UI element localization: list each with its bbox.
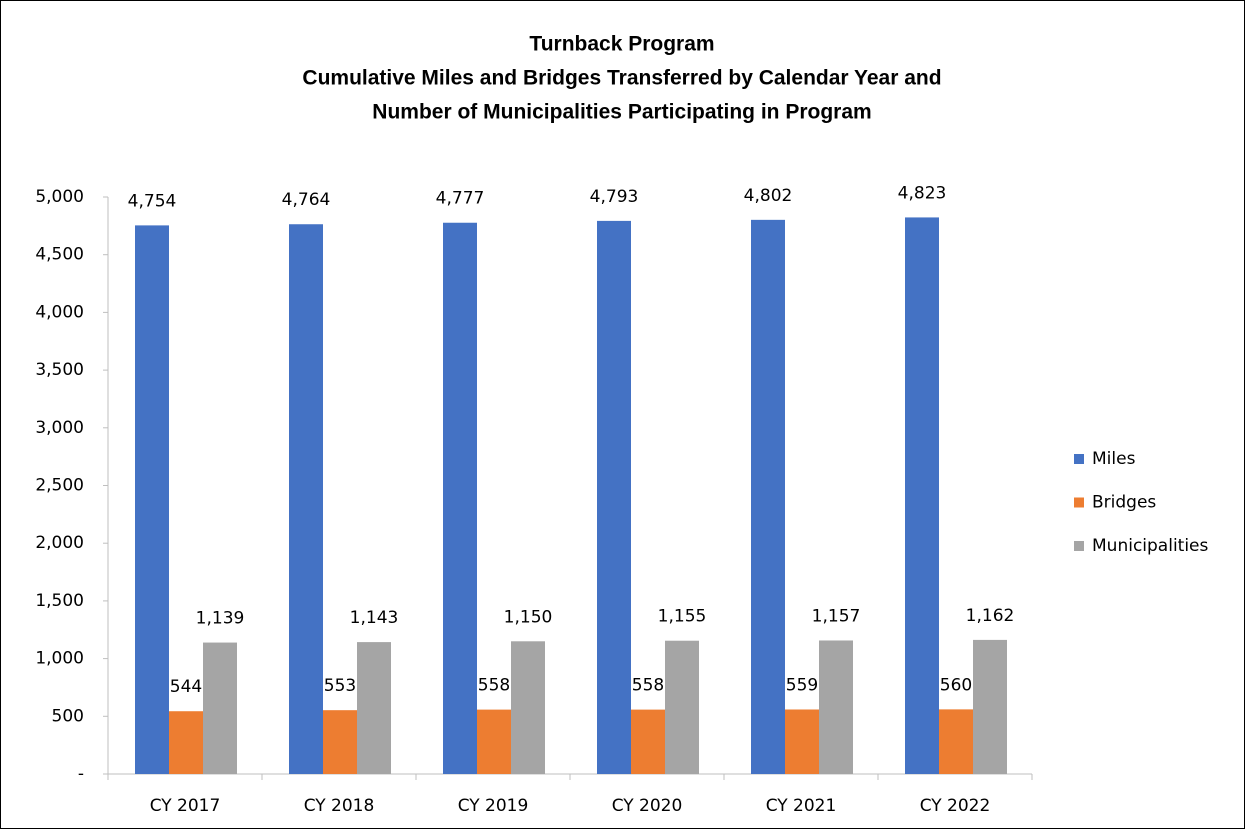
legend-label: Municipalities	[1092, 536, 1209, 556]
bar	[939, 709, 973, 774]
value-label: 4,764	[282, 190, 331, 210]
x-tick-label: CY 2021	[766, 796, 837, 816]
y-tick-label: 3,000	[35, 418, 84, 438]
bar	[289, 224, 323, 775]
bar	[203, 642, 237, 774]
title-line: Number of Municipalities Participating i…	[372, 101, 871, 124]
value-label: 1,143	[350, 608, 399, 628]
x-tick-label: CY 2020	[612, 796, 683, 816]
legend-swatch	[1074, 497, 1084, 508]
chart-title: Turnback Program Cumulative Miles and Bri…	[302, 33, 941, 124]
bar	[751, 219, 785, 775]
value-label: 558	[478, 676, 510, 696]
bar	[357, 642, 391, 774]
bar	[597, 220, 631, 774]
y-tick-label: -	[78, 764, 84, 784]
legend-swatch	[1074, 454, 1084, 464]
value-label: 4,754	[128, 191, 177, 211]
value-label: 1,162	[966, 606, 1015, 626]
title-line: Cumulative Miles and Bridges Transferred…	[302, 67, 941, 90]
bar	[631, 709, 665, 774]
bar	[905, 217, 939, 775]
value-label: 553	[324, 676, 356, 696]
legend-swatch	[1074, 541, 1084, 551]
value-label: 4,793	[590, 187, 639, 207]
y-tick-label: 4,500	[35, 245, 84, 265]
value-label: 1,155	[658, 607, 707, 627]
y-tick-label: 4,000	[35, 302, 84, 322]
value-label: 1,150	[504, 607, 553, 627]
y-tick-label: 1,000	[35, 649, 84, 669]
x-tick-label: CY 2022	[920, 796, 991, 816]
value-label: 1,157	[812, 606, 861, 626]
bar	[511, 641, 545, 774]
bar	[169, 711, 203, 774]
value-label: 558	[632, 676, 664, 696]
value-label: 544	[170, 677, 202, 697]
x-tick-label: CY 2017	[150, 796, 221, 816]
legend-label: Bridges	[1092, 493, 1156, 513]
value-label: 4,802	[744, 186, 793, 206]
bar	[973, 639, 1007, 774]
y-tick-label: 5,000	[35, 187, 84, 207]
value-label: 4,777	[436, 189, 485, 209]
bar	[819, 640, 853, 774]
legend-label: Miles	[1092, 449, 1136, 469]
bar	[443, 222, 477, 775]
y-tick-label: 3,500	[35, 360, 84, 380]
value-label: 4,823	[898, 183, 947, 203]
x-tick-label: CY 2019	[458, 796, 529, 816]
bar	[785, 709, 819, 774]
y-tick-label: 500	[52, 706, 84, 726]
value-label: 560	[940, 675, 972, 695]
y-tick-label: 2,500	[35, 476, 84, 496]
y-tick-label: 1,500	[35, 591, 84, 611]
x-tick-label: CY 2018	[304, 796, 375, 816]
value-label: 559	[786, 675, 818, 695]
bar	[665, 640, 699, 774]
bar	[323, 710, 357, 774]
y-tick-label: 2,000	[35, 533, 84, 553]
value-label: 1,139	[196, 609, 245, 629]
bar	[477, 709, 511, 774]
bar	[135, 225, 169, 774]
title-line: Turnback Program	[529, 33, 714, 56]
